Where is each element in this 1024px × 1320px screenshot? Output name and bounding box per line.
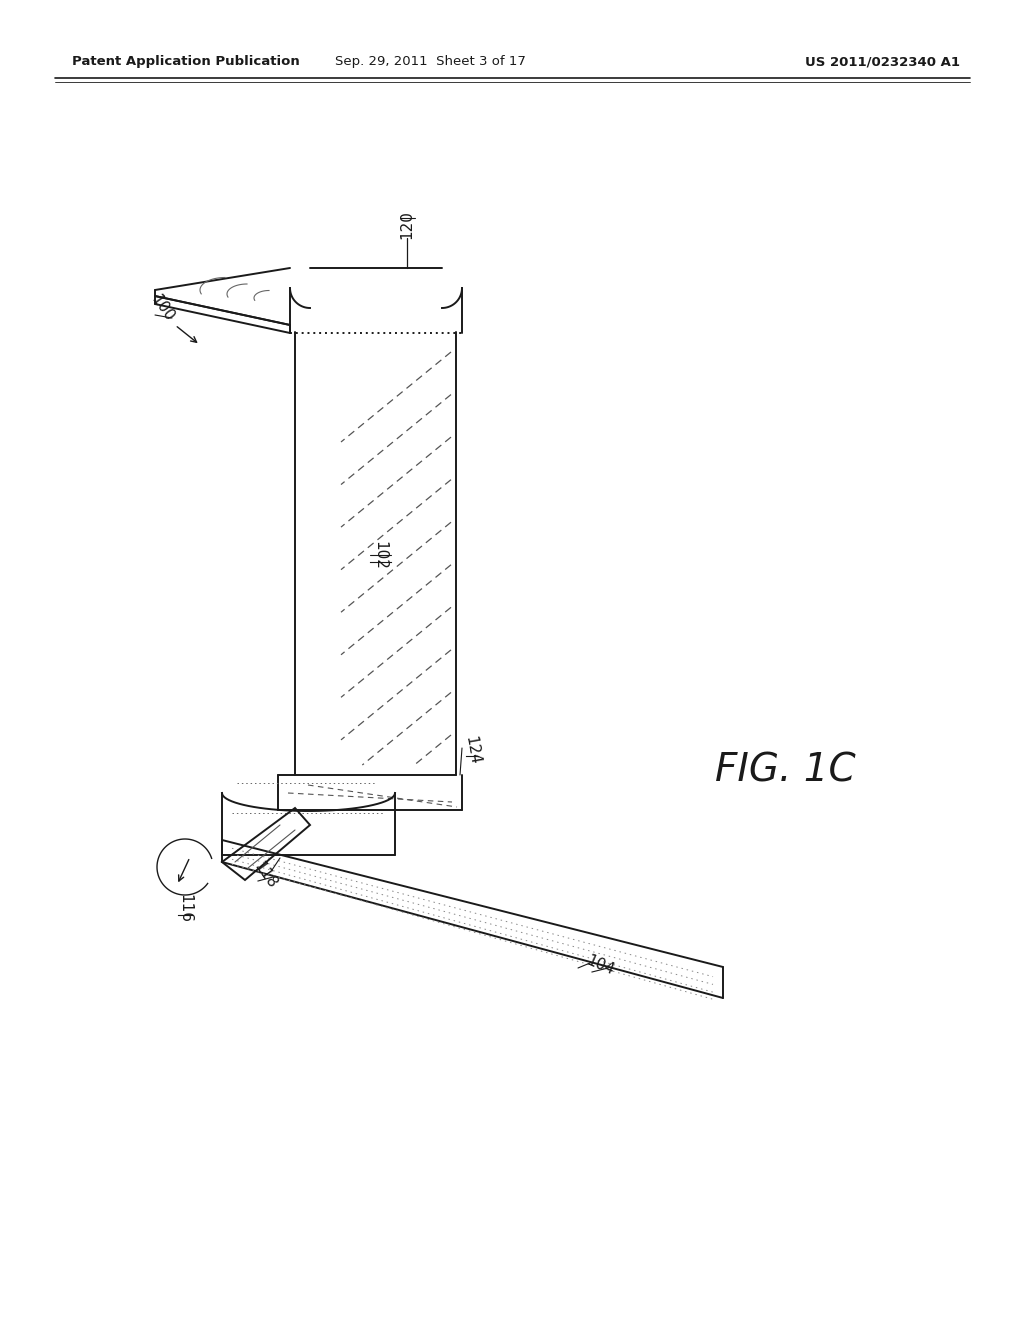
Text: 116: 116: [177, 894, 193, 923]
Text: 102: 102: [373, 541, 387, 569]
Text: 118: 118: [251, 859, 280, 891]
Text: Sep. 29, 2011  Sheet 3 of 17: Sep. 29, 2011 Sheet 3 of 17: [335, 55, 525, 69]
Text: 100: 100: [147, 292, 176, 325]
Text: 124: 124: [462, 734, 482, 766]
Text: Patent Application Publication: Patent Application Publication: [72, 55, 300, 69]
Text: 104: 104: [584, 953, 616, 978]
Text: US 2011/0232340 A1: US 2011/0232340 A1: [805, 55, 961, 69]
Text: FIG. 1C: FIG. 1C: [715, 751, 855, 789]
Text: 120: 120: [399, 211, 415, 239]
